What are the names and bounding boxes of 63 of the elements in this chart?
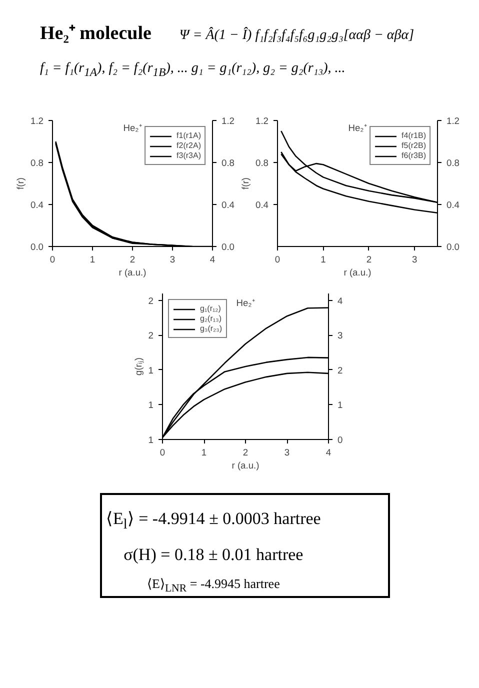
text: He₂⁺ molecule xyxy=(40,22,152,46)
y2-tick-label: 0.0 xyxy=(446,242,460,252)
legend-label: f3(r3A) xyxy=(176,151,201,160)
x-axis-title: r (a.u.) xyxy=(118,268,146,278)
legend-label: g₂(r₁₃) xyxy=(200,314,222,323)
legend-label: f4(r1B) xyxy=(402,131,426,140)
y-tick-label: 0.8 xyxy=(30,158,44,168)
y-tick-label: 2 xyxy=(148,296,154,306)
legend-label: f2(r2A) xyxy=(176,141,201,150)
y2-tick-label: 1.2 xyxy=(446,116,460,126)
y-tick-label: 1 xyxy=(148,400,154,410)
x-tick-label: 1 xyxy=(201,448,207,458)
annotation: He₂⁺ xyxy=(236,298,255,308)
y-tick-label: 0.8 xyxy=(256,158,268,168)
x-tick-label: 1 xyxy=(90,254,96,264)
y2-tick-label: 1.2 xyxy=(222,116,234,126)
y-tick-label: 0.0 xyxy=(30,242,44,252)
y2-tick-label: 0 xyxy=(338,435,343,445)
text: ⟨E$_{l}$⟩ = -4.9914 ± 0.0003 hartree xyxy=(106,508,321,534)
y2-tick-label: 0.8 xyxy=(446,158,460,168)
annotation: He₂⁺ xyxy=(348,123,367,134)
y2-tick-label: 0.4 xyxy=(446,200,460,210)
x-tick-label: 2 xyxy=(366,254,372,264)
y-tick-label: 1 xyxy=(148,435,154,445)
y-axis-title: f(r) xyxy=(16,178,26,190)
annotation: He₂⁺ xyxy=(123,123,142,134)
x-tick-label: 0 xyxy=(50,254,56,264)
y-tick-label: 1.2 xyxy=(30,116,44,126)
legend-label: f1(r1A) xyxy=(176,131,201,140)
x-tick-label: 0 xyxy=(274,254,280,264)
y2-tick-label: 1 xyxy=(338,400,343,410)
y2-tick-label: 4 xyxy=(338,296,343,306)
legend-label: g₁(r₁₂) xyxy=(200,304,221,313)
text: ⟨E⟩$_{LNR}$ = -4.9945 hartree xyxy=(146,574,281,596)
y2-tick-label: 3 xyxy=(338,330,343,341)
x-tick-label: 3 xyxy=(170,254,176,264)
x-tick-label: 4 xyxy=(326,448,332,458)
y2-tick-label: 0.0 xyxy=(222,242,234,252)
x-tick-label: 1 xyxy=(320,254,326,264)
x-tick-label: 4 xyxy=(210,254,216,264)
x-tick-label: 3 xyxy=(284,448,290,458)
legend-label: f6(r3B) xyxy=(402,151,426,160)
text: f₁ = f₁(r$_{1A}$), f₂ = f₂(r$_{1B}$), ... g₁ = g₁(r₁₂), g₂ = g₂(r₁₃), ... xyxy=(40,60,346,81)
y-tick-label: 0.4 xyxy=(256,200,268,210)
legend-label: f5(r2B) xyxy=(402,141,426,150)
x-axis-title: r (a.u.) xyxy=(344,268,372,278)
y-axis-title: g(rᵢⱼ) xyxy=(133,358,144,376)
y-tick-label: 0.4 xyxy=(30,200,44,210)
y-tick-label: 1 xyxy=(148,365,154,376)
text: σ(H) = 0.18 ± 0.01 hartree xyxy=(122,544,304,566)
x-tick-label: 2 xyxy=(242,448,248,458)
y2-tick-label: 0.8 xyxy=(222,158,234,168)
x-axis-title: r (a.u.) xyxy=(232,460,260,470)
y2-tick-label: 0.4 xyxy=(222,200,234,210)
text: Ψ = Â(1 − Î) f₁f₂f₃f₄f₅f₆g₁g₂g₃[ααβ − αβα] xyxy=(179,28,414,43)
x-tick-label: 0 xyxy=(160,448,166,458)
x-tick-label: 3 xyxy=(412,254,418,264)
x-tick-label: 2 xyxy=(130,254,136,264)
y-tick-label: 2 xyxy=(148,330,154,341)
y-tick-label: 1.2 xyxy=(256,116,268,126)
y-axis-title: f(r) xyxy=(240,178,251,190)
legend-label: g₃(r₂₃) xyxy=(200,324,222,333)
y2-tick-label: 2 xyxy=(338,365,343,376)
